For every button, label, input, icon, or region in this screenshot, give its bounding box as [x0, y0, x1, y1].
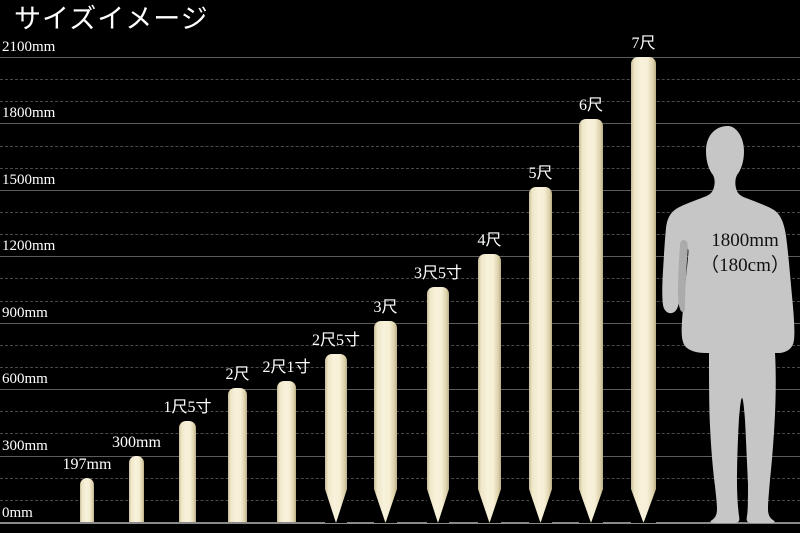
bar-2	[179, 421, 196, 522]
gridline-500mm	[0, 411, 800, 413]
bar-label-8: 4尺	[477, 231, 502, 249]
bar-tip-left-8	[478, 488, 490, 523]
y-axis-label-1200mm: 1200mm	[2, 238, 56, 255]
gridline-0mm	[0, 522, 800, 524]
gridline-1600mm	[0, 167, 800, 169]
person-silhouette-path	[662, 126, 795, 523]
bar-label-7: 3尺5寸	[413, 265, 462, 283]
bar-label-9: 5尺	[528, 164, 553, 182]
bar-9	[529, 186, 552, 523]
y-axis-label-1500mm: 1500mm	[2, 171, 56, 188]
y-axis-label-300mm: 300mm	[2, 437, 48, 454]
gridline-100mm	[0, 499, 800, 501]
bar-label-1: 300mm	[112, 433, 161, 451]
bar-3	[228, 387, 247, 522]
person-silhouette	[662, 126, 798, 523]
gridline-900mm	[0, 322, 800, 324]
bar-tip-left-7	[427, 488, 438, 523]
gridline-2000mm	[0, 79, 800, 81]
bar-tip-right-6	[385, 488, 397, 523]
bar-tip-right-8	[489, 488, 501, 523]
bar-1	[129, 455, 144, 522]
bar-label-5: 2尺5寸	[311, 332, 360, 350]
y-axis-label-0mm: 0mm	[2, 505, 33, 521]
bar-11	[631, 57, 656, 523]
bar-label-6: 3尺	[373, 298, 398, 316]
gridline-1300mm	[0, 234, 800, 236]
gridline-400mm	[0, 433, 800, 435]
gridline-300mm	[0, 455, 800, 457]
gridline-1200mm	[0, 256, 800, 258]
bar-tip-left-5	[325, 488, 336, 523]
bar-tip-left-6	[374, 488, 386, 523]
bar-label-2: 1尺5寸	[163, 399, 212, 417]
page-title: サイズイメージ	[14, 4, 209, 34]
gridline-1800mm	[0, 123, 800, 125]
person-height-label: 1800mm （180cm）	[690, 228, 800, 278]
person-height-cm: （180cm）	[700, 255, 790, 276]
gridline-1700mm	[0, 145, 800, 147]
bar-10	[579, 119, 603, 523]
bar-8	[478, 253, 501, 523]
gridline-200mm	[0, 477, 800, 479]
bar-4	[277, 381, 296, 522]
gridline-600mm	[0, 389, 800, 391]
gridline-1400mm	[0, 212, 800, 213]
bar-label-0: 197mm	[62, 456, 112, 474]
y-axis-label-1800mm: 1800mm	[2, 105, 56, 122]
bar-tip-right-5	[336, 488, 347, 523]
gridline-2100mm	[0, 57, 800, 58]
bar-6	[374, 320, 397, 523]
bar-tip-right-9	[540, 488, 552, 523]
bar-label-10: 6尺	[578, 97, 603, 115]
gridline-1500mm	[0, 189, 800, 191]
bar-tip-right-7	[438, 488, 449, 523]
person-arm-crease	[678, 239, 688, 312]
bar-7	[427, 287, 449, 523]
person-height-mm: 1800mm	[711, 230, 779, 251]
y-axis-label-900mm: 900mm	[2, 304, 48, 321]
gridline-1900mm	[0, 101, 800, 103]
bar-5	[325, 354, 347, 523]
y-axis-label-600mm: 600mm	[2, 371, 48, 388]
gridline-1000mm	[0, 300, 800, 302]
bar-label-11: 7尺	[631, 35, 656, 52]
bar-tip-left-9	[529, 488, 541, 523]
gridline-700mm	[0, 367, 800, 368]
gridline-1100mm	[0, 278, 800, 280]
bar-0	[80, 478, 94, 522]
bar-label-4: 2尺1寸	[262, 359, 311, 377]
y-axis-label-2100mm: 2100mm	[2, 39, 56, 55]
gridline-800mm	[0, 344, 800, 346]
bar-label-3: 2尺	[225, 365, 250, 383]
